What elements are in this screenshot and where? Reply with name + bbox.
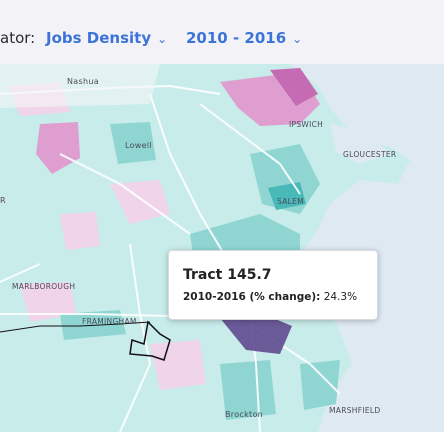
tooltip-row: 2010-2016 (% change): 24.3% (183, 291, 357, 303)
water-cove (330, 124, 390, 164)
place-label-marlborough: MARLBOROUGH (12, 282, 76, 291)
chevron-down-icon: ⌄ (292, 32, 303, 46)
region-boundary (0, 321, 151, 333)
filter-toolbar: ator: Jobs Density ⌄ 2010 - 2016 ⌄ (0, 0, 444, 65)
place-label-brockton: Brockton (225, 410, 264, 419)
selected-tract[interactable] (220, 316, 292, 354)
hovered-tract-outline (129, 320, 171, 361)
tract-tooltip: Tract 145.7 2010-2016 (% change): 24.3% (168, 250, 378, 320)
chevron-down-icon: ⌄ (157, 32, 168, 46)
tract-group-s (150, 340, 206, 390)
tooltip-row-value: 24.3% (323, 291, 358, 303)
place-label-gloucester: GLOUCESTER (343, 150, 397, 159)
tract-group-west (36, 122, 80, 174)
tract-group-lowell (110, 122, 156, 164)
map-canvas[interactable] (0, 64, 444, 432)
tract-group-brockton (220, 360, 276, 420)
indicator-dropdown-value: Jobs Density (46, 29, 152, 47)
place-label-ipswich: IPSWICH (289, 120, 324, 129)
place-label-partial: R (0, 196, 6, 205)
map-fade (0, 64, 160, 108)
tract-group-center (110, 180, 170, 224)
tract-group-ne-dark (270, 68, 318, 106)
place-label-framingham: FRAMINGHAM (82, 317, 137, 326)
indicator-dropdown[interactable]: Jobs Density ⌄ (46, 29, 167, 47)
place-label-lowell: Lowell (125, 141, 152, 150)
place-label-nashua: Nashua (67, 77, 99, 86)
place-label-marshfield: MARSHFIELD (329, 406, 381, 415)
period-dropdown[interactable]: 2010 - 2016 ⌄ (186, 29, 302, 47)
place-label-salem: SALEM (277, 197, 304, 206)
tract-group-south-shore (300, 360, 340, 410)
tooltip-row-label: 2010-2016 (% change): (183, 291, 321, 303)
indicator-label: ator: (0, 29, 36, 47)
period-dropdown-value: 2010 - 2016 (186, 29, 287, 47)
tract-group-sw (20, 282, 76, 322)
tract-group-mid-pink (60, 212, 100, 250)
choropleth-map[interactable]: Nashua Lowell IPSWICH GLOUCESTER SALEM M… (0, 64, 444, 432)
tooltip-title: Tract 145.7 (183, 267, 272, 283)
